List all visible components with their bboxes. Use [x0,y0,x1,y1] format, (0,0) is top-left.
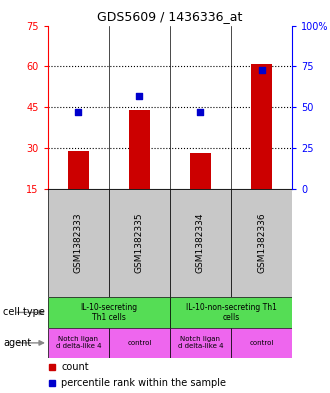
Point [198,109,203,115]
Text: IL-10-secreting
Th1 cells: IL-10-secreting Th1 cells [80,303,138,322]
Text: GSM1382336: GSM1382336 [257,212,266,273]
Bar [231,328,292,358]
Text: agent: agent [3,338,32,348]
Text: count: count [61,362,89,372]
Bar [170,328,231,358]
Text: Notch ligan
d delta-like 4: Notch ligan d delta-like 4 [56,336,101,349]
Bar [231,189,292,297]
Text: GSM1382334: GSM1382334 [196,213,205,273]
Bar [170,189,231,297]
Bar [251,64,272,189]
Bar [190,153,211,189]
Text: GSM1382333: GSM1382333 [74,212,83,273]
Bar [48,328,109,358]
Text: Notch ligan
d delta-like 4: Notch ligan d delta-like 4 [178,336,223,349]
Bar [109,189,170,297]
Text: IL-10-non-secreting Th1
cells: IL-10-non-secreting Th1 cells [185,303,277,322]
Bar [170,297,292,328]
Title: GDS5609 / 1436336_at: GDS5609 / 1436336_at [97,10,243,23]
Text: cell type: cell type [3,307,45,318]
Bar [109,328,170,358]
Bar [48,189,109,297]
Text: percentile rank within the sample: percentile rank within the sample [61,378,226,388]
Text: GSM1382335: GSM1382335 [135,212,144,273]
Point [137,92,142,99]
Point [76,109,81,115]
Bar [48,297,170,328]
Point [259,66,264,73]
Text: control: control [127,340,151,346]
Bar [68,151,89,189]
Text: control: control [249,340,274,346]
Bar [129,110,150,189]
